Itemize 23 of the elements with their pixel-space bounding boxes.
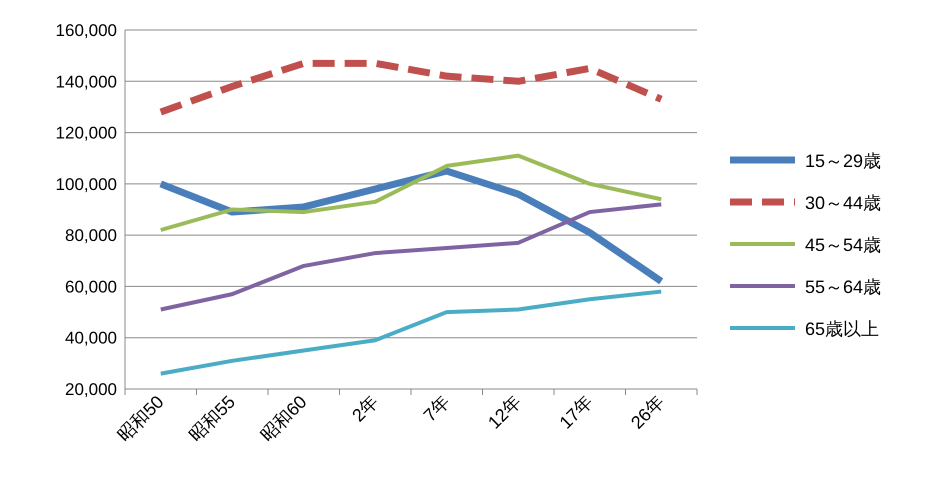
line-series (158, 154, 664, 232)
x-tick-label: 7年 (420, 392, 454, 426)
y-tick-label: 20,000 (65, 380, 117, 399)
line-series (158, 290, 664, 376)
y-tick-label: 60,000 (65, 277, 117, 296)
line-series (158, 202, 664, 312)
x-tick-label: 17年 (556, 392, 597, 433)
x-tick-label: 26年 (627, 392, 668, 433)
x-tick-label: 昭和60 (256, 392, 311, 446)
x-tick-label: 2年 (348, 392, 382, 426)
legend-label: 15～29歳 (805, 151, 882, 171)
y-tick-label: 100,000 (56, 174, 117, 194)
x-tick-label: 12年 (484, 392, 526, 433)
y-tick-label: 140,000 (56, 72, 117, 92)
legend-label: 65歳以上 (805, 319, 880, 339)
y-tick-label: 160,000 (56, 21, 117, 40)
legend-label: 45～54歳 (805, 235, 882, 255)
y-tick-label: 40,000 (65, 328, 117, 348)
x-tick-label: 昭和55 (185, 392, 240, 446)
y-tick-label: 80,000 (65, 226, 117, 246)
legend-label: 55～64歳 (805, 277, 882, 297)
y-tick-label: 120,000 (56, 124, 117, 143)
legend-label: 30～44歳 (805, 193, 882, 213)
